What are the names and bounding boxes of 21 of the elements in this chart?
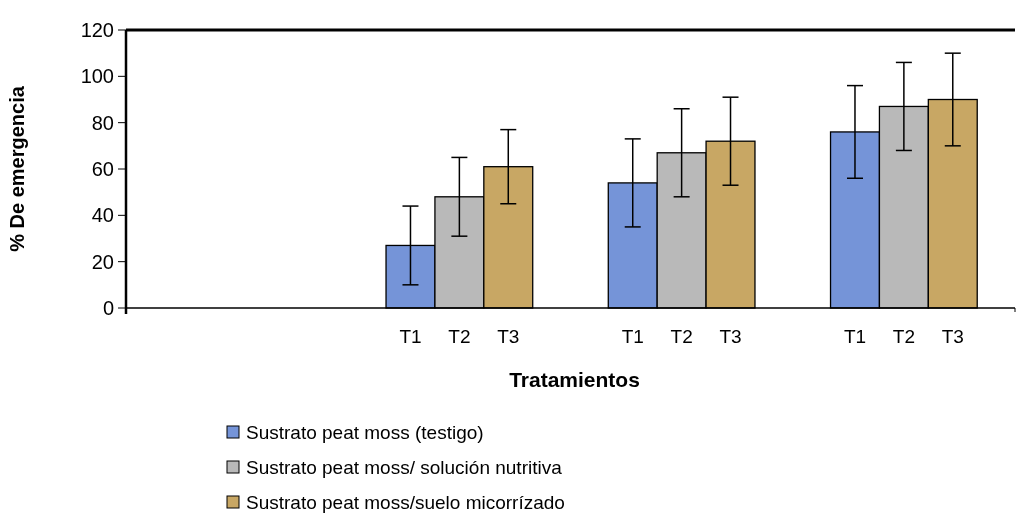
y-tick-label: 120 <box>80 19 114 41</box>
legend-label: Sustrato peat moss (testigo) <box>246 421 484 443</box>
legend-label: Sustrato peat moss/suelo micorrízado <box>246 491 565 513</box>
x-tick-label: T1 <box>843 326 867 347</box>
y-tick-label: 100 <box>80 65 114 88</box>
x-axis-title: Tratamientos <box>509 368 640 391</box>
y-tick-label: 20 <box>91 250 114 273</box>
x-tick-label: T1 <box>399 326 422 347</box>
x-tick-label: T1 <box>621 326 644 347</box>
x-tick-label: T3 <box>719 326 742 347</box>
y-axis-title: % De emergencia <box>6 85 28 252</box>
y-tick-label: 60 <box>91 158 114 180</box>
x-tick-label: T3 <box>497 326 520 347</box>
y-tick-label: 40 <box>91 204 114 227</box>
x-tick-label: T2 <box>670 326 693 347</box>
legend-label: Sustrato peat moss/ solución nutritiva <box>246 456 563 478</box>
y-tick-label: 80 <box>91 111 114 134</box>
x-tick-label: T3 <box>941 326 964 347</box>
x-tick-label: T2 <box>892 326 915 347</box>
y-tick-label: 0 <box>102 297 114 319</box>
x-tick-label: T2 <box>448 326 471 347</box>
